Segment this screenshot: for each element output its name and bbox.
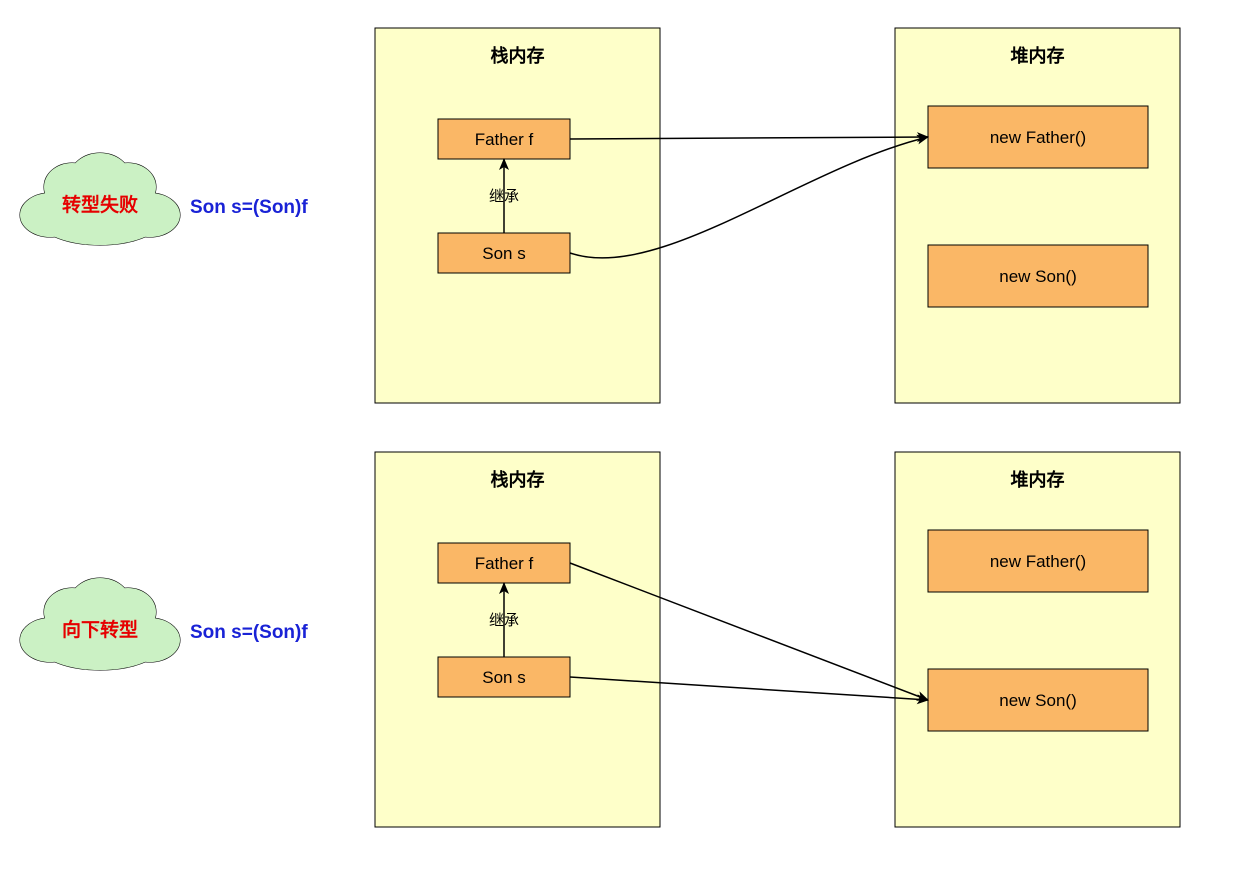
top-heap-newson-label: new Son() xyxy=(999,267,1076,286)
bottom-stack-son-label: Son s xyxy=(482,668,525,687)
bottom-heap-newson-label: new Son() xyxy=(999,691,1076,710)
bottom-heap-box-title: 堆内存 xyxy=(1011,469,1065,490)
bottom-stack-box xyxy=(375,452,660,827)
top-cloud: 转型失败 xyxy=(20,153,180,245)
bottom-stack-father-label: Father f xyxy=(475,554,534,573)
top-cloud-label: 转型失败 xyxy=(62,193,138,216)
top-stack-box xyxy=(375,28,660,403)
bottom-cloud-label: 向下转型 xyxy=(62,618,138,641)
bottom-inherit-label: 继承 xyxy=(489,612,519,629)
diagram-canvas: 转型失败Son s=(Son)f栈内存堆内存Father fSon snew F… xyxy=(0,0,1250,869)
top-heap-box-title: 堆内存 xyxy=(1011,45,1065,66)
bottom-cloud: 向下转型 xyxy=(20,578,180,670)
top-stack-box-title: 栈内存 xyxy=(491,45,545,66)
top-stack-father-label: Father f xyxy=(475,130,534,149)
top-code-label: Son s=(Son)f xyxy=(190,197,308,218)
bottom-stack-box-title: 栈内存 xyxy=(491,469,545,490)
top-heap-newfather-label: new Father() xyxy=(990,128,1086,147)
bottom-code-label: Son s=(Son)f xyxy=(190,622,308,643)
top-stack-son-label: Son s xyxy=(482,244,525,263)
top-heap-box xyxy=(895,28,1180,403)
top-inherit-label: 继承 xyxy=(489,188,519,205)
bottom-heap-box xyxy=(895,452,1180,827)
bottom-heap-newfather-label: new Father() xyxy=(990,552,1086,571)
